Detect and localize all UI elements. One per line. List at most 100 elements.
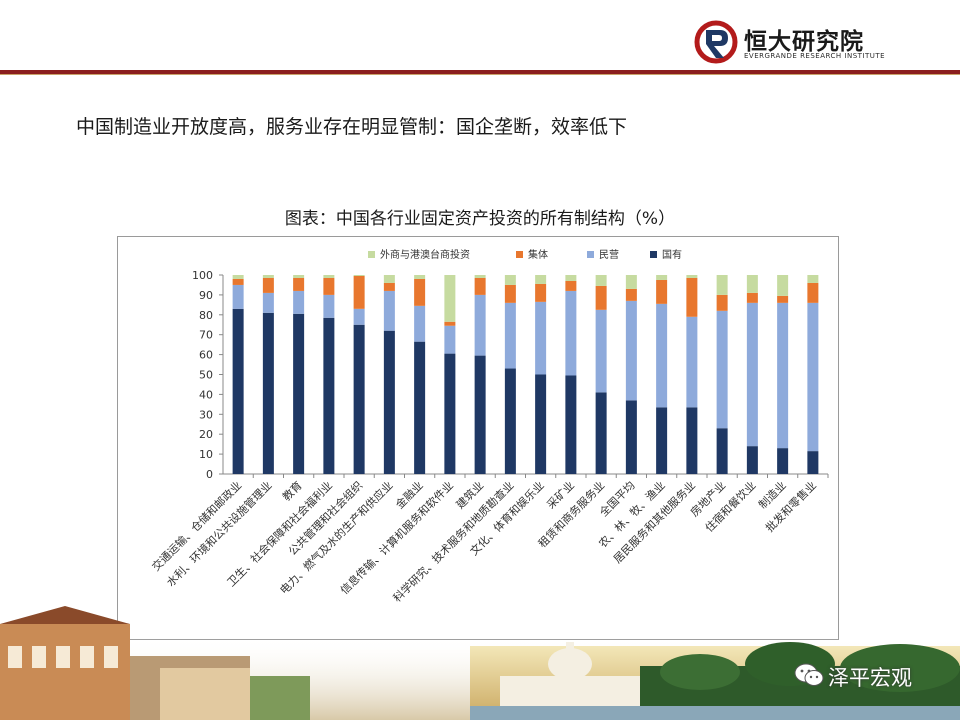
bar-segment bbox=[262, 312, 274, 474]
bar-segment bbox=[323, 275, 335, 278]
bar-segment bbox=[777, 275, 789, 296]
bar-segment bbox=[656, 407, 668, 474]
y-tick-label: 30 bbox=[199, 408, 213, 421]
y-tick-label: 20 bbox=[199, 428, 213, 441]
header-rule bbox=[0, 70, 960, 74]
logo: 恒大研究院 EVERGRANDE RESEARCH INSTITUTE bbox=[694, 20, 894, 66]
watermark-text: 泽平宏观 bbox=[828, 666, 912, 690]
bar-segment bbox=[625, 275, 637, 289]
y-tick-label: 60 bbox=[199, 349, 213, 362]
bar-segment bbox=[414, 305, 426, 342]
bar-segment bbox=[293, 290, 305, 314]
bar-segment bbox=[504, 284, 516, 303]
bar-segment bbox=[383, 282, 395, 291]
bar-segment bbox=[353, 275, 365, 276]
bar-segment bbox=[474, 277, 486, 295]
bar-segment bbox=[504, 275, 516, 285]
bar-segment bbox=[293, 277, 305, 291]
bar-segment bbox=[323, 294, 335, 318]
bar-segment bbox=[625, 400, 637, 474]
logo-name: 恒大研究院 bbox=[744, 29, 864, 55]
bar-segment bbox=[595, 392, 607, 474]
bar-segment bbox=[232, 308, 244, 474]
legend-label: 民营 bbox=[599, 248, 619, 261]
bar-segment bbox=[474, 294, 486, 356]
bar-segment bbox=[716, 428, 728, 474]
bar-segment bbox=[293, 313, 305, 474]
bar-segment bbox=[232, 278, 244, 285]
bar-segment bbox=[807, 451, 819, 474]
bar-segment bbox=[414, 275, 426, 279]
bar-segment bbox=[686, 316, 698, 408]
bar-segment bbox=[262, 275, 274, 278]
bar-segment bbox=[323, 277, 335, 295]
y-tick-label: 70 bbox=[199, 329, 213, 342]
y-tick-label: 10 bbox=[199, 448, 213, 461]
legend-swatch bbox=[368, 251, 375, 258]
bar-segment bbox=[535, 374, 547, 474]
bar-segment bbox=[595, 275, 607, 286]
bar-segment bbox=[444, 353, 456, 474]
bar-segment bbox=[777, 448, 789, 474]
bar-segment bbox=[746, 446, 758, 474]
bar-segment bbox=[595, 309, 607, 393]
bar-segment bbox=[535, 283, 547, 302]
y-tick-label: 0 bbox=[206, 468, 213, 481]
bar-segment bbox=[716, 310, 728, 429]
bar-segment bbox=[716, 294, 728, 311]
legend-swatch bbox=[650, 251, 657, 258]
bar-segment bbox=[686, 407, 698, 474]
bar-segment bbox=[807, 302, 819, 452]
bar-segment bbox=[444, 325, 456, 354]
bar-segment bbox=[777, 295, 789, 303]
wechat-watermark: 泽平宏观 bbox=[794, 660, 944, 694]
bar-segment bbox=[565, 275, 577, 281]
bar-segment bbox=[444, 275, 456, 322]
bar-segment bbox=[383, 275, 395, 283]
y-tick-label: 100 bbox=[192, 269, 213, 282]
legend-label: 国有 bbox=[662, 248, 682, 261]
bar-segment bbox=[504, 302, 516, 369]
bar-segment bbox=[383, 330, 395, 474]
bar-segment bbox=[504, 368, 516, 474]
legend-swatch bbox=[587, 251, 594, 258]
bar-segment bbox=[746, 292, 758, 303]
y-tick-label: 40 bbox=[199, 388, 213, 401]
bar-segment bbox=[777, 302, 789, 449]
bar-segment bbox=[474, 355, 486, 474]
bar-segment bbox=[535, 275, 547, 284]
y-tick-label: 50 bbox=[199, 369, 213, 382]
bar-segment bbox=[807, 282, 819, 303]
bar-segment bbox=[565, 280, 577, 291]
chart-title: 图表：中国各行业固定资产投资的所有制结构（%） bbox=[284, 209, 676, 229]
bar-segment bbox=[353, 324, 365, 474]
wechat-icon bbox=[794, 663, 824, 686]
bar-segment bbox=[565, 375, 577, 474]
bar-segment bbox=[565, 290, 577, 376]
logo-subtext: EVERGRANDE RESEARCH INSTITUTE bbox=[744, 52, 886, 60]
header-rule-accent bbox=[0, 74, 960, 75]
bar-segment bbox=[474, 275, 486, 278]
stacked-bar-chart: 外商与港澳台商投资 集体 民营 国有0102030405060708090100交通运… bbox=[149, 248, 829, 605]
bar-segment bbox=[232, 284, 244, 309]
bar-segment bbox=[262, 277, 274, 293]
bar-segment bbox=[595, 285, 607, 310]
bar-segment bbox=[807, 275, 819, 283]
bar-segment bbox=[686, 277, 698, 317]
chart-frame: 外商与港澳台商投资 集体 民营 国有 0 10 20 30 40 50 60 70 80 90 100 交通运… bbox=[117, 236, 839, 640]
evergrande-logo-icon bbox=[694, 20, 738, 64]
bar-segment bbox=[656, 279, 668, 304]
bar-segment bbox=[746, 302, 758, 447]
y-tick-label: 90 bbox=[199, 289, 213, 302]
bar-segment bbox=[625, 300, 637, 401]
bar-segment bbox=[686, 275, 698, 278]
bar-segment bbox=[656, 275, 668, 280]
bar-segment bbox=[262, 292, 274, 313]
y-tick-label: 80 bbox=[199, 309, 213, 322]
bar-segment bbox=[383, 290, 395, 331]
bar-segment bbox=[414, 341, 426, 474]
bar-segment bbox=[353, 308, 365, 325]
bar-segment bbox=[535, 301, 547, 375]
bar-segment bbox=[323, 317, 335, 474]
bar-segment bbox=[656, 303, 668, 408]
